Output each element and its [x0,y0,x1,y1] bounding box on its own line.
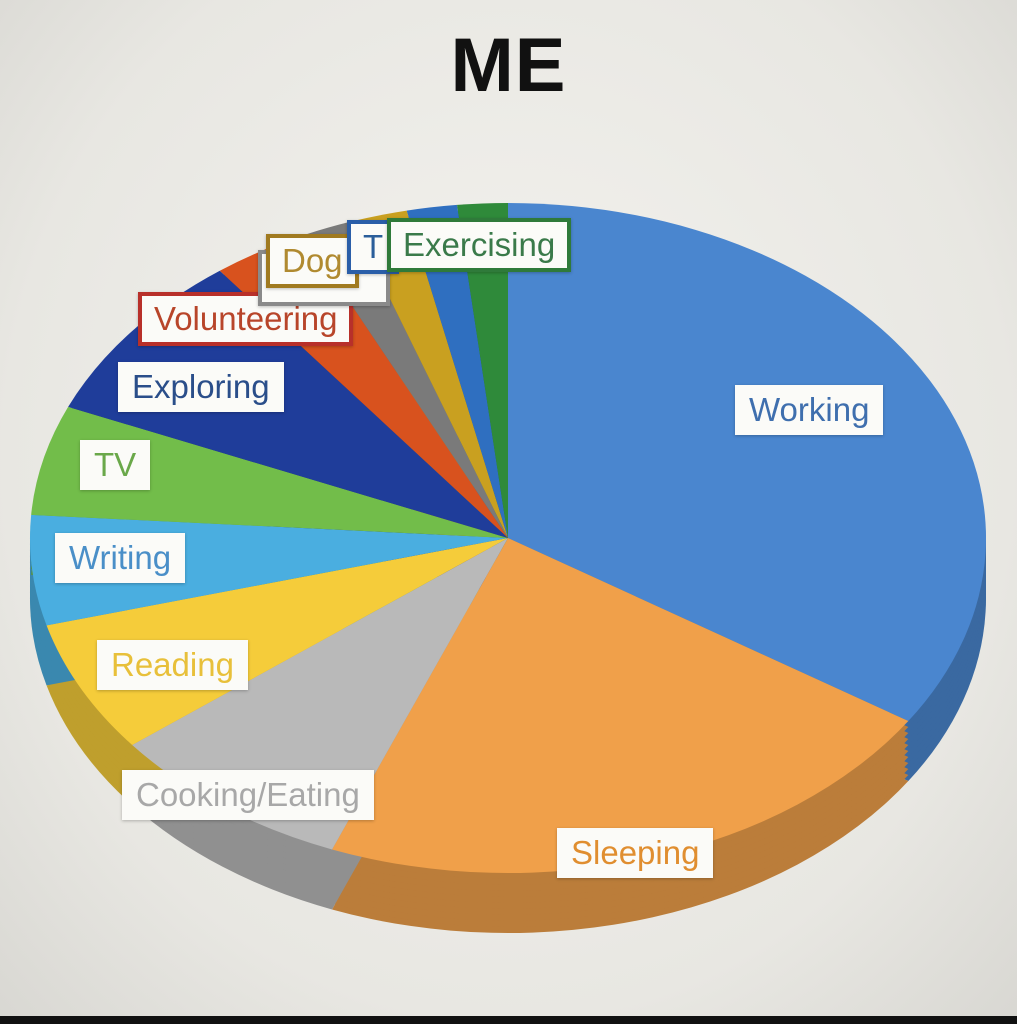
data-label-cooking-eating: Cooking/Eating [122,770,374,820]
chart-title: ME [450,23,567,108]
data-label-working: Working [735,385,884,435]
pie-slice-reading [46,538,508,745]
screen-bezel [0,1016,1017,1024]
data-label-tv: TV [80,440,151,490]
pie-slice-t [406,204,508,538]
pie-slice-working [508,203,986,722]
pie-slice-exercising [457,203,508,538]
pie-slice-dog [351,210,508,538]
data-label-exercising: Exercising [387,218,572,272]
data-label-sleeping: Sleeping [557,828,714,878]
data-label-reading: Reading [97,640,248,690]
data-label-volunteering: Volunteering [138,292,354,346]
data-label-exploring: Exploring [118,362,284,412]
pie-slice-tv [31,406,508,538]
pie-slice-sleeping [332,538,909,873]
data-label-writing: Writing [55,533,186,583]
data-label-dog: Dog [266,234,359,288]
